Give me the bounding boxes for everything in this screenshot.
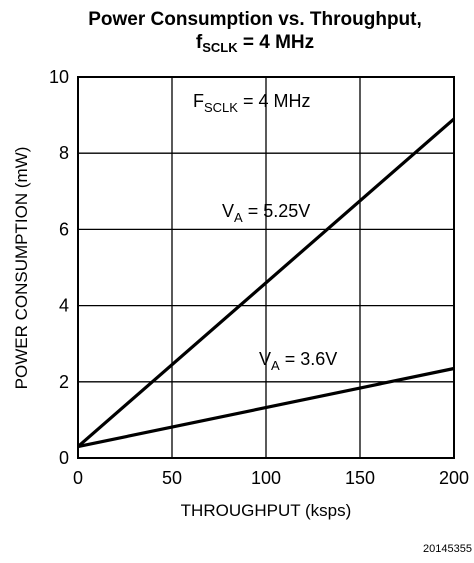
x-tick-label: 0 [73, 468, 83, 488]
series-group [76, 117, 456, 449]
tick-labels: 0 50 100 150 200 0 2 4 6 8 10 [49, 67, 469, 488]
figure-id: 20145355 [423, 543, 472, 555]
grid [78, 77, 454, 458]
x-axis-label: THROUGHPUT (ksps) [181, 501, 352, 520]
y-tick-label: 6 [59, 219, 69, 239]
annotation-va-36: VA = 3.6V [259, 349, 337, 373]
y-axis-label: POWER CONSUMPTION (mW) [12, 147, 31, 390]
x-tick-label: 100 [251, 468, 281, 488]
y-tick-label: 0 [59, 448, 69, 468]
plot-frame [77, 76, 455, 459]
annotation-condition: FSCLK = 4 MHz [193, 91, 311, 115]
series-line-va-36 [77, 366, 455, 449]
annotation-va-525: VA = 5.25V [222, 201, 310, 225]
chart-title-line2: fSCLK = 4 MHz [196, 32, 314, 55]
y-tick-label: 2 [59, 372, 69, 392]
chart-title-line1: Power Consumption vs. Throughput, [88, 9, 422, 30]
x-tick-label: 150 [345, 468, 375, 488]
y-tick-label: 8 [59, 143, 69, 163]
series-line-va-525 [76, 117, 456, 448]
x-tick-label: 200 [439, 468, 469, 488]
y-tick-label: 4 [59, 296, 69, 316]
x-tick-label: 50 [162, 468, 182, 488]
y-tick-label: 10 [49, 67, 69, 87]
